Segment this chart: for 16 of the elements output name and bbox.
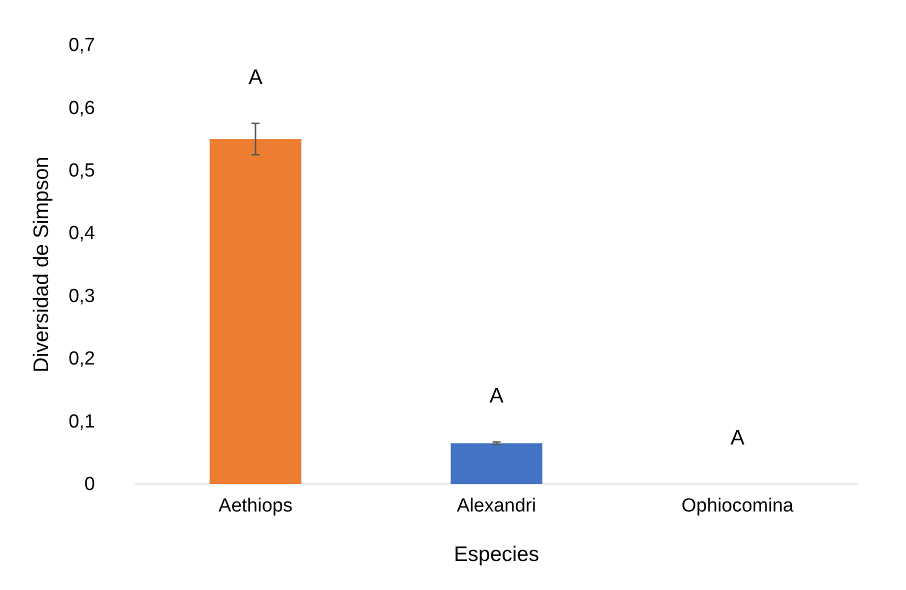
x-axis-title: Especies [454, 543, 540, 566]
y-tick-label: 0,2 [68, 348, 95, 370]
annotation: A [248, 66, 263, 89]
y-tick-label: 0 [84, 474, 95, 496]
y-axis-title: Diversidad de Simpson [30, 156, 53, 372]
x-tick-label: Ophiocomina [682, 495, 794, 516]
y-tick-label: 0,3 [68, 286, 95, 307]
y-tick-label: 0,4 [68, 223, 96, 244]
y-tick-label: 0,1 [68, 411, 95, 432]
annotation: A [489, 384, 504, 408]
y-tick-label: 0,5 [68, 160, 95, 182]
y-tick-label: 0,6 [68, 98, 95, 119]
y-tick-label: 0,7 [68, 35, 95, 56]
x-tick-label: Aethiops [218, 495, 292, 516]
annotation: A [730, 426, 745, 450]
x-tick-label: Alexandri [456, 495, 536, 516]
